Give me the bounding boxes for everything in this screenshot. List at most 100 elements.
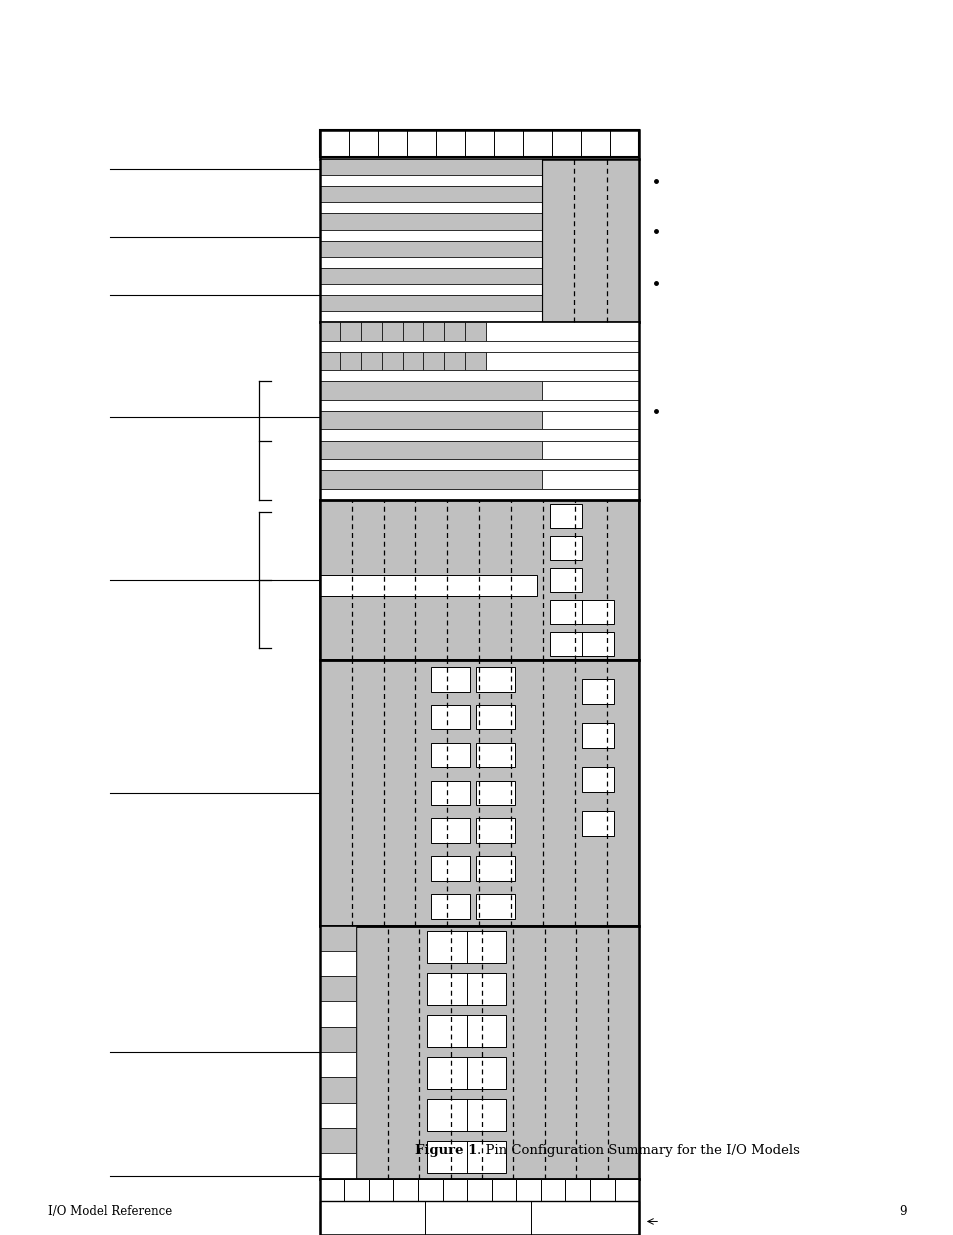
Bar [476, 856, 514, 881]
Bar [431, 856, 469, 881]
Bar [319, 268, 541, 284]
Bar [614, 1178, 639, 1200]
Bar [319, 341, 639, 352]
Bar [476, 819, 514, 844]
Bar [381, 322, 402, 341]
Bar [319, 159, 541, 175]
Bar [549, 632, 613, 656]
Bar [541, 411, 639, 430]
Bar [581, 811, 613, 836]
Bar [423, 322, 444, 341]
Bar [541, 441, 639, 459]
Bar [319, 186, 541, 203]
Bar [427, 931, 506, 962]
Bar [319, 500, 639, 661]
Bar [540, 1178, 565, 1200]
Bar [402, 322, 423, 341]
Bar [431, 781, 469, 805]
Bar [427, 1057, 506, 1089]
Bar [581, 679, 613, 704]
Bar [541, 382, 639, 400]
Bar [485, 322, 639, 341]
Bar [319, 1052, 356, 1077]
Bar [319, 976, 356, 1002]
Bar [491, 1178, 516, 1200]
Bar [427, 1099, 506, 1131]
Bar [549, 568, 581, 592]
Bar [319, 489, 639, 500]
Bar [431, 742, 469, 767]
Bar [319, 203, 541, 214]
Bar [319, 257, 541, 268]
Bar [402, 352, 423, 370]
Bar [319, 1128, 356, 1153]
Bar [319, 175, 541, 186]
Bar [319, 576, 537, 597]
Bar [476, 705, 514, 730]
Bar [319, 1103, 356, 1128]
Bar [319, 295, 541, 311]
Bar [431, 819, 469, 844]
Bar [319, 1178, 344, 1200]
Bar [319, 925, 356, 951]
Bar [319, 459, 639, 471]
Bar [344, 1178, 369, 1200]
Bar [361, 322, 381, 341]
Bar [581, 767, 613, 792]
Bar [549, 504, 581, 527]
Bar [356, 925, 639, 1178]
Bar [319, 241, 541, 257]
Bar [319, 1002, 356, 1026]
Bar [340, 322, 361, 341]
Bar [319, 311, 541, 322]
Bar [427, 973, 506, 1005]
Bar [361, 352, 381, 370]
Bar [340, 352, 361, 370]
Bar [565, 1178, 589, 1200]
Bar [319, 1153, 356, 1178]
Bar [476, 781, 514, 805]
Bar [431, 894, 469, 919]
Bar [319, 130, 639, 1235]
Bar [423, 352, 444, 370]
Bar [319, 951, 356, 976]
Bar [319, 322, 340, 341]
Bar [442, 1178, 467, 1200]
Bar [319, 370, 639, 382]
Bar [381, 352, 402, 370]
Bar [319, 214, 541, 230]
Bar [393, 1178, 417, 1200]
Text: I/O Model Reference: I/O Model Reference [48, 1205, 172, 1219]
Bar [467, 1178, 491, 1200]
Bar [319, 1077, 356, 1103]
Bar [444, 352, 464, 370]
Bar [319, 230, 541, 241]
Bar [431, 667, 469, 692]
Bar [417, 1178, 442, 1200]
Bar [476, 742, 514, 767]
Bar [431, 705, 469, 730]
Bar [581, 722, 613, 747]
Bar [464, 322, 485, 341]
Bar [549, 600, 613, 624]
Bar [476, 894, 514, 919]
Bar [319, 661, 639, 925]
Bar [319, 130, 639, 157]
Bar [444, 322, 464, 341]
Bar [427, 1141, 506, 1173]
Bar [319, 471, 541, 489]
Bar [549, 536, 581, 559]
Bar [541, 159, 639, 322]
Bar [319, 411, 541, 430]
Bar [485, 352, 639, 370]
Bar [476, 667, 514, 692]
Bar [319, 441, 541, 459]
Bar [319, 1026, 356, 1052]
Bar [589, 1178, 614, 1200]
Text: . Pin Configuration Summary for the I/O Models: . Pin Configuration Summary for the I/O … [476, 1144, 799, 1157]
Bar [427, 1015, 506, 1047]
Bar [516, 1178, 540, 1200]
Bar [319, 352, 340, 370]
Bar [319, 1200, 639, 1235]
Bar [541, 471, 639, 489]
